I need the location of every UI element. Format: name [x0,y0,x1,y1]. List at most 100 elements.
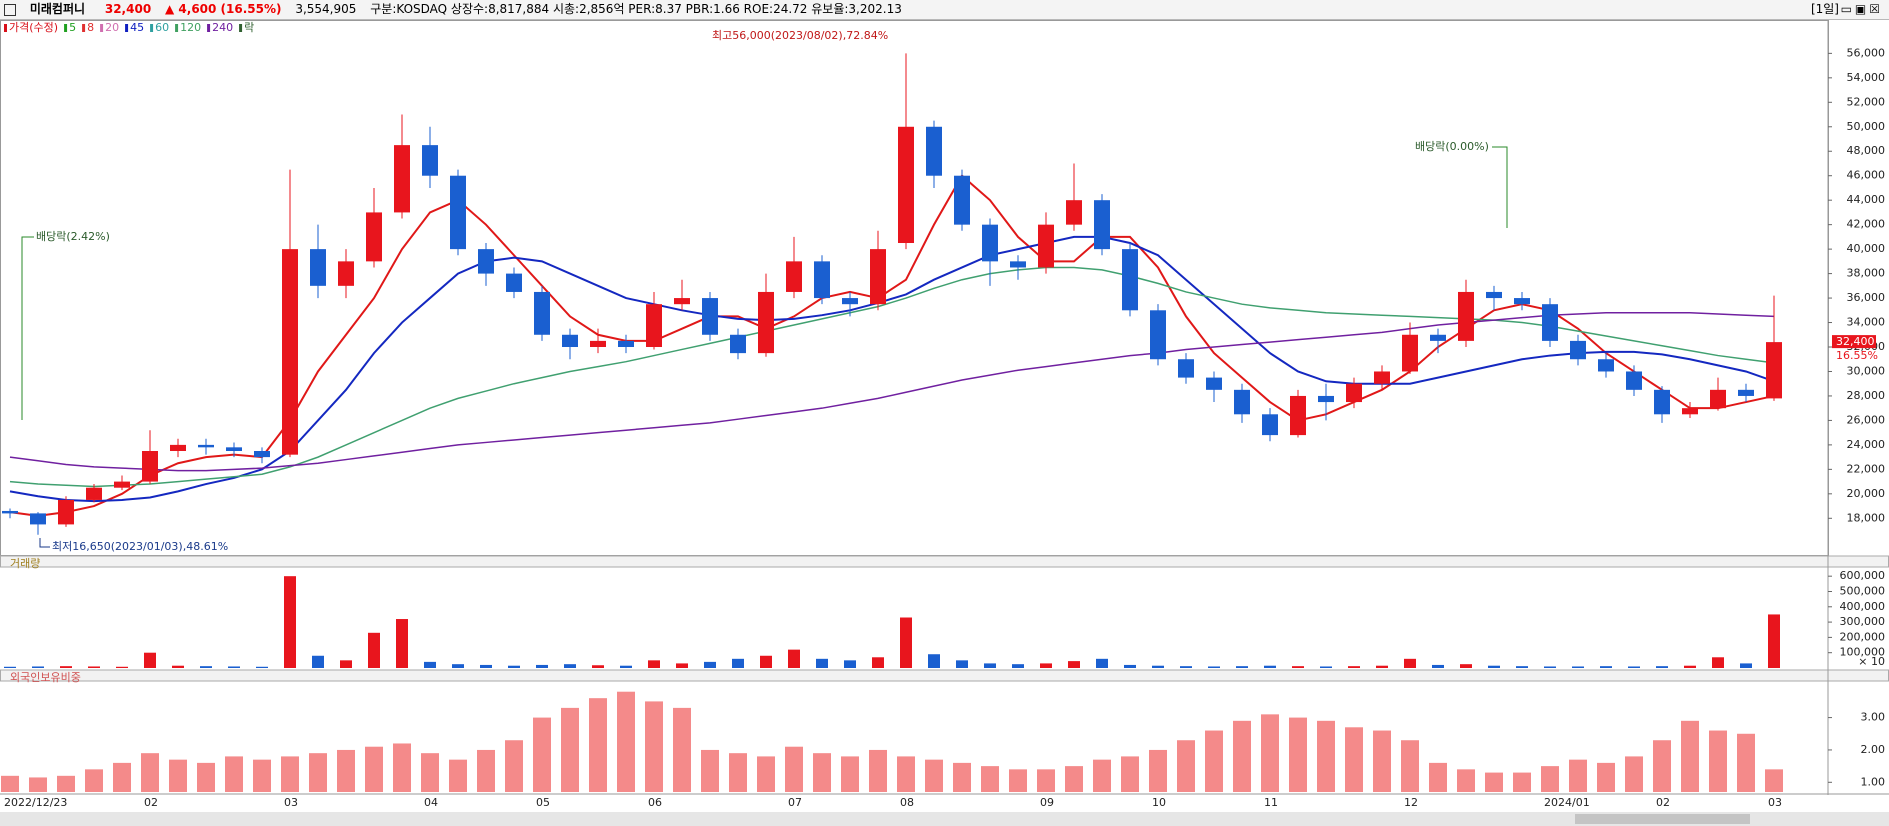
volume-bar [284,576,296,668]
ownership-bar [589,698,607,792]
x-tick-label: 02 [144,796,158,809]
legend-swatch [100,24,104,32]
ownership-bar [281,756,299,792]
candle-body [1038,224,1054,268]
legend-label: 240 [212,21,233,34]
candle-body [1766,342,1782,399]
ownership-bar [1625,756,1643,792]
panel-title: 거래량 [10,557,40,570]
volume-bar [816,658,828,668]
ownership-bar [1289,717,1307,792]
volume-bar [228,666,240,668]
volume-bar [592,665,604,668]
candle-body [142,451,158,482]
y-tick-label: 44,000 [1847,193,1886,206]
volume-bar [1460,664,1472,668]
ownership-bar [1541,766,1559,792]
volume-bar [452,664,464,668]
volume-bar [1768,614,1780,668]
volume-bar [564,664,576,668]
y-tick-label: 42,000 [1847,218,1886,231]
volume-bar [1068,661,1080,668]
plot-frame [0,20,1829,556]
candle-body [1486,291,1502,299]
ownership-bar [673,707,691,792]
x-tick-label: 08 [900,796,914,809]
volume-bar [1208,666,1220,668]
candle-body [1458,291,1474,341]
candle-body [954,175,970,225]
y-tick-label: 50,000 [1847,120,1886,133]
period[interactable]: [1일] [1810,2,1839,16]
volume-bar [1264,665,1276,668]
ownership-bar [1681,720,1699,792]
ownership-bar [225,756,243,792]
candle-body [1094,200,1110,250]
volume-bar [396,619,408,668]
volume-bar [900,617,912,668]
candle-body [702,298,718,335]
candle-body [618,340,634,348]
ownership-bar [869,749,887,792]
moving-average [9,266,1775,488]
x-tick-label: 09 [1040,796,1054,809]
change: ▲ 4,600 (16.55%) [165,2,282,16]
volume-bar [116,666,128,668]
window-buttons[interactable]: ▭▣☒ [1840,2,1883,16]
volume-bar [60,666,72,668]
candle-body [1290,395,1306,436]
volume-bar [480,664,492,668]
ownership-bar [393,743,411,792]
y-tick-label: 1.00 [1861,775,1886,788]
volume-bar [1180,666,1192,668]
checkbox[interactable] [4,3,16,16]
candle-body [1234,389,1250,415]
stock-name: 미래컴퍼니 [29,2,86,16]
candle-body [1122,249,1138,311]
candle-body [534,291,550,335]
scroll-thumb[interactable] [1575,814,1750,824]
ownership-bar [477,749,495,792]
candle-body [1374,371,1390,384]
candle-body [114,481,130,488]
volume-bar [1488,665,1500,668]
y-tick-label: 400,000 [1840,600,1886,613]
candle-body [674,298,690,305]
ownership-bar [1,775,19,792]
y-tick-label: 18,000 [1847,511,1886,524]
candle-body [1738,389,1754,396]
ownership-bar [1345,727,1363,792]
y-tick-label: 500,000 [1840,584,1886,597]
ownership-bar [1121,756,1139,792]
volume-bar [620,665,632,668]
arrow [39,538,50,548]
volume-bar [760,655,772,668]
moving-average [9,311,1775,472]
volume-bar [928,654,940,668]
candle-body [310,249,326,286]
ownership-bar [1149,749,1167,792]
y-tick-label: 28,000 [1847,389,1886,402]
moving-average [9,235,1775,503]
ownership-bar [29,777,47,792]
ownership-bar [1513,772,1531,792]
ownership-bar [561,707,579,792]
volume-bar [732,658,744,668]
candle-body [1570,340,1586,360]
candle-body [842,298,858,305]
candle-body [926,126,942,176]
candle-body [1710,389,1726,409]
ownership-bar [1765,769,1783,792]
candle-body [170,444,186,452]
candle-body [1682,408,1698,415]
legend-swatch [4,24,7,32]
candle-body [1206,377,1222,390]
candle-body [1542,304,1558,341]
y-tick-label: 600,000 [1840,569,1886,582]
ownership-bar [141,753,159,792]
ownership-bar [1373,730,1391,792]
candle-body [646,304,662,348]
candle-body [814,261,830,299]
candle-body [282,249,298,455]
candle-body [1430,334,1446,341]
